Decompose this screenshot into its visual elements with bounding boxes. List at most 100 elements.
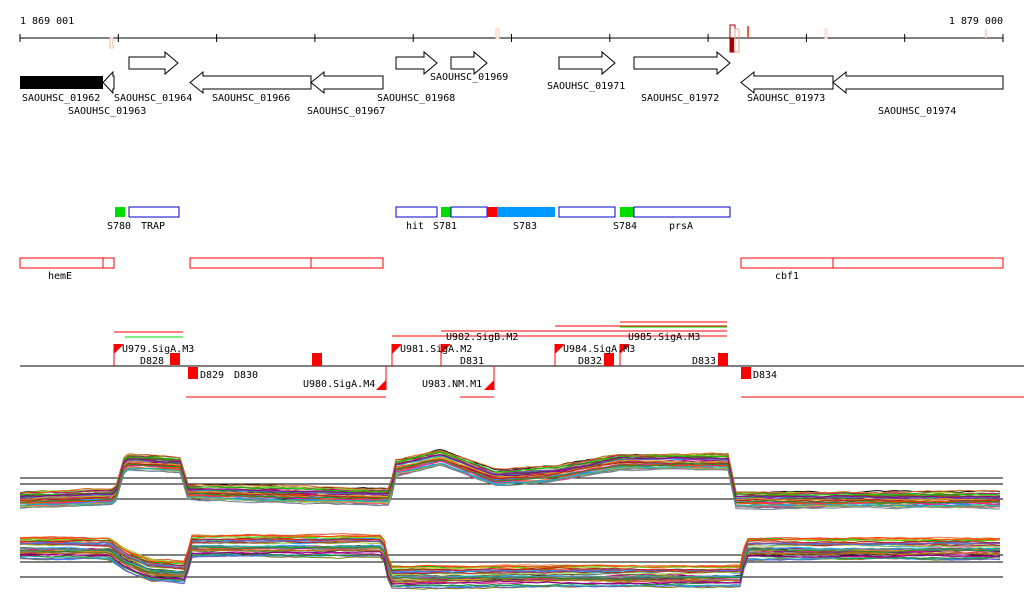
- feature-label: prsA: [669, 221, 693, 232]
- expression-line: [19, 538, 1001, 574]
- feature-label: S781: [433, 221, 457, 232]
- expression-line: [19, 459, 1001, 504]
- gene-label: SAOUHSC_01964: [114, 93, 192, 104]
- feature-box[interactable]: [497, 207, 555, 217]
- feature-box[interactable]: [558, 206, 616, 218]
- expression-line: [20, 545, 1001, 579]
- gene-label: SAOUHSC_01962: [22, 93, 100, 104]
- gene-arrow[interactable]: [450, 50, 488, 76]
- gene-label: SAOUHSC_01967: [307, 106, 385, 117]
- expression-line: [19, 534, 1000, 568]
- promoter-label: D834: [753, 370, 777, 381]
- gene-arrow[interactable]: [395, 50, 438, 76]
- expression-line: [19, 546, 1001, 580]
- gene-arrow[interactable]: [740, 70, 834, 95]
- gene-saouhsc_01974[interactable]: SAOUHSC_01974: [832, 70, 1004, 117]
- promoter-flag-icon[interactable]: [484, 380, 494, 390]
- gene-arrow[interactable]: [832, 70, 1004, 95]
- gene-label: SAOUHSC_01974: [878, 106, 956, 117]
- gene-saouhsc_01963[interactable]: SAOUHSC_01963: [68, 70, 146, 117]
- expression-line: [19, 548, 1001, 584]
- gene-saouhsc_01973[interactable]: SAOUHSC_01973: [740, 70, 834, 104]
- signal-mark: [985, 29, 987, 38]
- operon-box[interactable]: [19, 257, 104, 269]
- signal-mark: [824, 28, 828, 39]
- gene-saouhsc_01967[interactable]: SAOUHSC_01967: [307, 70, 385, 117]
- terminator-box[interactable]: [604, 353, 614, 366]
- promoter-label: D832: [578, 356, 602, 367]
- promoter-label: U981.SigA.M2: [400, 344, 472, 355]
- terminator-box[interactable]: [741, 367, 751, 379]
- feature-track: S780 TRAP hit S781 S783 S784 prsA: [107, 206, 731, 232]
- gene-arrow[interactable]: [633, 50, 731, 76]
- gene-arrow[interactable]: [558, 50, 616, 76]
- promoter-label: D829: [200, 370, 224, 381]
- expression-line: [19, 450, 1001, 494]
- expression-line: [19, 454, 1001, 499]
- operon-box[interactable]: [832, 257, 1004, 269]
- feature-box[interactable]: [395, 206, 438, 218]
- feature-box[interactable]: [450, 206, 488, 218]
- feature-box[interactable]: [487, 207, 497, 217]
- gene-saouhsc_01964[interactable]: SAOUHSC_01964: [114, 50, 192, 104]
- terminator-box[interactable]: [312, 353, 322, 366]
- expression-line: [20, 533, 1001, 569]
- operon-label: cbf1: [775, 271, 799, 282]
- terminator-box[interactable]: [718, 353, 728, 366]
- promoter-label: D830: [234, 370, 258, 381]
- operon-box[interactable]: [102, 257, 115, 269]
- feature-box[interactable]: [620, 207, 634, 217]
- expression-line: [19, 462, 1001, 508]
- feature-label: S780: [107, 221, 131, 232]
- gene-arrow[interactable]: [189, 70, 312, 95]
- operon-box[interactable]: [740, 257, 834, 269]
- gene-track: SAOUHSC_01962 SAOUHSC_01963 SAOUHSC_01964 S…: [20, 50, 1004, 117]
- promoter-flag-icon[interactable]: [114, 344, 124, 354]
- gene-label: SAOUHSC_01972: [641, 93, 719, 104]
- gene-shape[interactable]: [20, 76, 103, 89]
- promoter-flag-icon[interactable]: [555, 344, 565, 354]
- terminator-box[interactable]: [188, 367, 198, 379]
- gene-saouhsc_01962[interactable]: SAOUHSC_01962: [20, 76, 103, 104]
- promoter-label: D833: [692, 356, 716, 367]
- operon-box[interactable]: [310, 257, 384, 269]
- expression-line: [19, 464, 1001, 511]
- feature-label: S783: [513, 221, 537, 232]
- gene-saouhsc_01971[interactable]: SAOUHSC_01971: [547, 50, 625, 92]
- expression-line: [19, 537, 1001, 572]
- promoter-flag-icon[interactable]: [392, 344, 402, 354]
- signal-mark: [747, 26, 749, 38]
- gene-arrow[interactable]: [102, 70, 115, 95]
- feature-label: TRAP: [141, 221, 165, 232]
- terminator-box[interactable]: [170, 353, 180, 365]
- operon-box[interactable]: [189, 257, 312, 269]
- gene-label: SAOUHSC_01973: [747, 93, 825, 104]
- expression-line: [19, 552, 1001, 587]
- promoter-flag-icon[interactable]: [620, 344, 630, 354]
- signal-mark: [109, 37, 114, 49]
- gene-arrow[interactable]: [128, 50, 179, 76]
- gene-label: SAOUHSC_01966: [212, 93, 290, 104]
- feature-box[interactable]: [128, 206, 180, 218]
- gene-arrow[interactable]: [310, 70, 384, 95]
- feature-label: S784: [613, 221, 637, 232]
- gene-saouhsc_01966[interactable]: SAOUHSC_01966: [189, 70, 312, 104]
- promoter-label: D828: [140, 356, 164, 367]
- gene-label: SAOUHSC_01968: [377, 93, 455, 104]
- promoter-flag-icon[interactable]: [441, 344, 451, 354]
- expression-track: [19, 449, 1003, 590]
- promoter-label: D831: [460, 356, 484, 367]
- feature-box[interactable]: [633, 206, 731, 218]
- gene-saouhsc_01972[interactable]: SAOUHSC_01972: [633, 50, 731, 104]
- feature-box[interactable]: [441, 207, 451, 217]
- gene-saouhsc_01968[interactable]: SAOUHSC_01968: [377, 50, 455, 104]
- feature-box[interactable]: [115, 207, 125, 217]
- ruler-end-label: 1 879 000: [949, 16, 1003, 27]
- promoter-flag-icon[interactable]: [376, 380, 386, 390]
- promoter-label: U985.SigA.M3: [628, 332, 700, 343]
- signal-mark: [730, 38, 734, 52]
- ruler-start-label: 1 869 001: [20, 16, 74, 27]
- gene-saouhsc_01969[interactable]: SAOUHSC_01969: [430, 50, 508, 83]
- expression-line: [19, 551, 1001, 586]
